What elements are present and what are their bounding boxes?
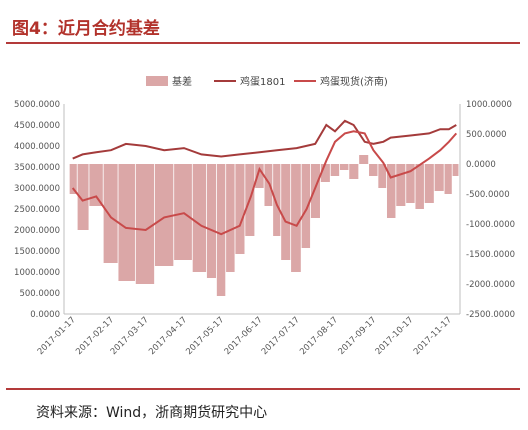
- basis-bar: [89, 164, 103, 206]
- right-tick-label: -1500.0000: [466, 250, 515, 260]
- basis-bar: [69, 164, 77, 194]
- legend-swatch-basis: [146, 76, 168, 86]
- basis-bar: [235, 164, 245, 254]
- basis-bar: [273, 164, 281, 236]
- right-axis: -2500.0000 -2000.0000 -1500.0000 -1000.0000…: [459, 100, 515, 320]
- right-tick-label: -1000.0000: [466, 220, 515, 230]
- basis-bars: [69, 155, 459, 296]
- legend: 基差 鸡蛋1801 鸡蛋现货(济南): [146, 75, 388, 88]
- basis-bar: [452, 164, 459, 176]
- right-tick-label: 1000.0000: [466, 100, 512, 110]
- basis-bar: [310, 164, 320, 218]
- figure-title: 图4：近月合约基差: [12, 19, 160, 39]
- x-tick-label: 2017-10-17: [374, 315, 416, 357]
- left-tick-label: 1500.0000: [14, 247, 60, 257]
- basis-bar: [264, 164, 273, 206]
- basis-bar: [415, 164, 424, 209]
- basis-bar: [320, 164, 330, 182]
- source-note: 资料来源：Wind，浙商期货研究中心: [36, 405, 268, 421]
- right-tick-label: -2000.0000: [466, 280, 515, 290]
- left-tick-label: 1000.0000: [14, 268, 60, 278]
- basis-bar: [192, 164, 207, 272]
- basis-bar: [226, 164, 235, 272]
- x-tick-label: 2017-01-17: [36, 315, 78, 357]
- basis-bar: [434, 164, 444, 191]
- legend-label: 鸡蛋现货(济南): [320, 75, 388, 88]
- title-bar: 图4：近月合约基差: [6, 6, 520, 44]
- basis-bar: [424, 164, 434, 203]
- spot-line: [71, 130, 458, 236]
- left-tick-label: 0.0000: [30, 310, 60, 320]
- left-tick-label: 4500.0000: [14, 121, 60, 131]
- basis-bar: [396, 164, 406, 206]
- figure-frame: 图4：近月合约基差 基差 鸡蛋1801 鸡蛋现货(济南) 0.0000 500.000…: [6, 6, 520, 424]
- basis-bar: [369, 164, 378, 176]
- basis-bar: [103, 164, 118, 263]
- basis-bar: [349, 164, 359, 179]
- x-tick-label: 2017-07-17: [260, 315, 302, 357]
- legend-label: 基差: [172, 75, 192, 88]
- left-axis: 0.0000 500.0000 1000.0000 1500.0000 2000.000…: [14, 100, 65, 320]
- basis-bar: [77, 164, 89, 230]
- right-tick-label: 0.0000: [466, 160, 496, 170]
- basis-bar: [359, 155, 369, 164]
- basis-bar: [291, 164, 301, 272]
- basis-bar: [255, 164, 264, 188]
- basis-bar: [406, 164, 415, 203]
- basis-bar: [135, 164, 155, 284]
- basis-bar: [281, 164, 291, 260]
- basis-chart: 基差 鸡蛋1801 鸡蛋现货(济南) 0.0000 500.0000 1000.0000…: [14, 75, 515, 357]
- basis-bar: [206, 164, 217, 278]
- right-tick-label: -500.0000: [466, 190, 510, 200]
- basis-bar: [339, 164, 349, 170]
- left-tick-label: 3000.0000: [14, 184, 60, 194]
- x-tick-label: 2017-11-17: [412, 315, 454, 357]
- futures-line: [72, 119, 457, 160]
- basis-bar: [386, 164, 396, 218]
- left-tick-label: 500.0000: [19, 289, 60, 299]
- left-tick-label: 2000.0000: [14, 226, 60, 236]
- x-tick-label: 2017-06-17: [223, 315, 265, 357]
- basis-bar: [118, 164, 135, 281]
- basis-bar: [216, 164, 226, 296]
- basis-bar: [330, 164, 340, 176]
- right-tick-label: -2500.0000: [466, 310, 515, 320]
- x-tick-label: 2017-09-17: [336, 315, 378, 357]
- left-tick-label: 5000.0000: [14, 100, 60, 110]
- x-tick-label: 2017-05-17: [184, 315, 226, 357]
- left-tick-label: 2500.0000: [14, 205, 60, 215]
- basis-bar: [174, 164, 192, 260]
- x-tick-label: 2017-04-17: [147, 315, 189, 357]
- basis-bar: [301, 164, 311, 248]
- price-lines: [71, 119, 458, 236]
- legend-label: 鸡蛋1801: [240, 75, 285, 88]
- left-tick-label: 4000.0000: [14, 142, 60, 152]
- x-tick-label: 2017-08-17: [298, 315, 340, 357]
- x-axis: 2017-01-172017-02-172017-03-172017-04-17…: [36, 313, 460, 357]
- basis-bar: [444, 164, 452, 194]
- left-tick-label: 3500.0000: [14, 163, 60, 173]
- basis-bar: [378, 164, 387, 188]
- right-tick-label: 500.0000: [466, 130, 507, 140]
- footer-divider: [6, 388, 520, 390]
- basis-bar: [154, 164, 174, 266]
